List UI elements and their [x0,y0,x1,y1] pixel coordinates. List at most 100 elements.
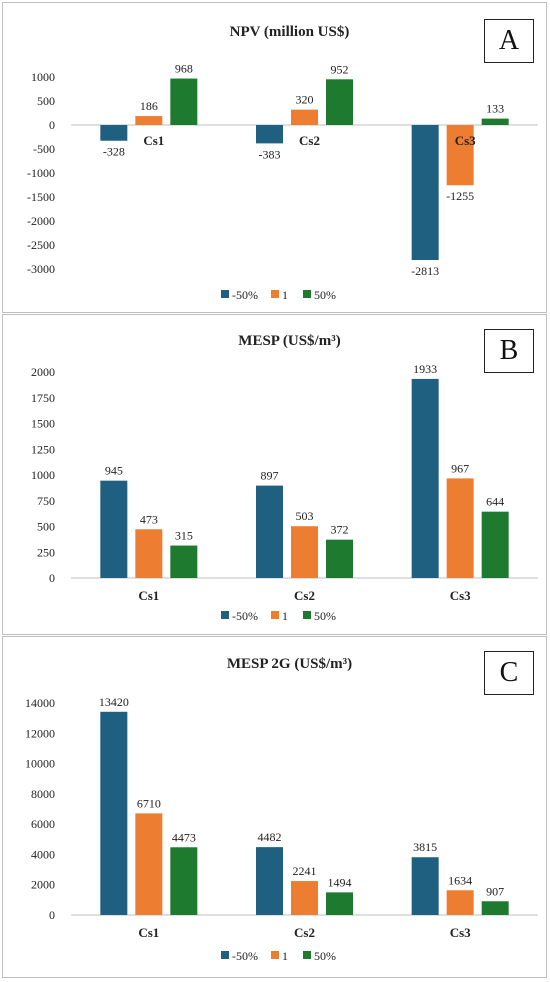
y-tick-label: 1500 [31,417,55,431]
data-label: -1255 [446,189,474,203]
panel-mesp-2g: MESP 2G (US$/m³) 14000 12000 10000 8000 6000 4… [2,636,547,978]
data-label: 3815 [413,840,437,854]
y-tick-label: -2000 [27,214,55,228]
category-label: Cs1 [143,133,164,148]
panel-letter-a: A [484,19,534,63]
category-label: Cs3 [455,133,476,148]
legend-swatch [271,611,279,619]
legend-label: -50% [232,609,258,623]
data-label: 968 [175,62,193,76]
bar-cs3-series-0 [411,125,439,261]
bar-cs1-series-1 [135,116,163,125]
data-label: 186 [140,99,158,113]
bar-cs3-series-2 [481,901,509,915]
y-tick-label: 0 [49,908,55,922]
data-label: 967 [451,461,469,475]
panel-letter-b: B [484,329,534,373]
legend-swatch [221,951,229,959]
y-tick-label: 8000 [31,787,55,801]
y-tick-label: 6000 [31,817,55,831]
data-label: 2241 [293,864,317,878]
chart-title: MESP (US$/m³) [238,333,340,349]
category-label: Cs1 [138,925,159,940]
y-tick-label: -500 [33,142,55,156]
y-tick-label: 0 [49,118,55,132]
data-label: 503 [296,509,314,523]
legend-swatch [303,951,311,959]
y-tick-label: 2000 [31,878,55,892]
y-tick-label: 1250 [31,442,55,456]
data-label: 13420 [99,695,129,709]
bar-cs3-series-1 [446,478,474,578]
bar-cs1-series-2 [170,78,198,125]
y-tick-label: 12000 [25,726,55,740]
bar-cs1-series-2 [170,545,198,578]
data-label: 473 [140,512,158,526]
bar-cs3-series-1 [446,890,474,915]
legend-swatch [271,290,279,298]
mesp-2g-chart: MESP 2G (US$/m³)140001200010000800060004… [25,656,538,963]
bar-cs1-series-2 [170,847,198,915]
y-tick-label: -1000 [27,166,55,180]
y-tick-label: -2500 [27,238,55,252]
bar-cs1-series-1 [135,529,163,578]
mesp-chart: MESP (US$/m³) 2000 1750 1500 1250 1000 750 500 2… [31,333,538,623]
bar-cs1-series-0 [100,125,128,141]
legend-label: -50% [232,288,258,302]
data-label: 133 [486,102,504,116]
data-label: 372 [331,523,349,537]
legend-label: 50% [314,288,336,302]
bar-cs3-series-0 [411,378,439,578]
data-label: 320 [296,93,314,107]
data-label: 4482 [258,830,282,844]
data-label: -2813 [411,264,439,278]
panel-mesp: MESP (US$/m³) 2000 1750 1500 1250 1000 750 500 2… [2,314,547,635]
data-label: 1494 [328,875,352,889]
legend-swatch [271,951,279,959]
data-label: 907 [486,884,504,898]
bar-cs2-series-1 [291,881,318,915]
y-tick-label: 4000 [31,847,55,861]
legend-swatch [303,290,311,298]
npv-chart: NPV (million US$) 1000 500 0 -500 -1000 -1500 -… [27,24,538,302]
legend-label: 1 [282,949,288,963]
legend-label: -50% [232,949,258,963]
panel-letter-c: C [484,651,534,695]
bar-cs3-series-1 [446,125,474,186]
data-label: 952 [331,62,349,76]
data-label: -383 [259,147,281,161]
y-tick-label: 0 [49,571,55,585]
y-tick-label: 500 [37,94,55,108]
bar-cs2-series-2 [326,892,353,915]
data-label: 1634 [448,873,472,887]
category-label: Cs2 [299,133,320,148]
y-tick-label: 10000 [25,757,55,771]
chart-title: NPV (million US$) [230,24,350,40]
legend-swatch [221,290,229,298]
bar-cs1-series-0 [100,480,128,578]
data-label: -328 [103,145,125,159]
category-label: Cs3 [450,925,471,940]
bar-cs1-series-1 [135,813,163,915]
bar-cs3-series-0 [411,857,439,915]
legend-label: 1 [282,609,288,623]
bar-cs2-series-2 [326,539,353,578]
y-tick-label: 1000 [31,468,55,482]
chart-title: MESP 2G (US$/m³) [227,656,352,672]
legend-label: 50% [314,609,336,623]
data-label: 315 [175,529,193,543]
data-label: 1933 [413,362,437,376]
data-label: 4473 [172,830,196,844]
bar-cs2-series-0 [256,847,283,915]
y-tick-label: 500 [37,520,55,534]
bar-cs2-series-0 [256,125,283,144]
panel-npv: NPV (million US$) 1000 500 0 -500 -1000 -1500 -… [2,2,547,313]
data-label: 897 [261,469,279,483]
bar-cs2-series-1 [291,526,318,578]
bar-cs3-series-2 [481,511,509,578]
legend-swatch [303,611,311,619]
data-label: 945 [105,464,123,478]
y-tick-label: 2000 [31,365,55,379]
y-tick-label: 750 [37,494,55,508]
data-label: 6710 [137,796,161,810]
